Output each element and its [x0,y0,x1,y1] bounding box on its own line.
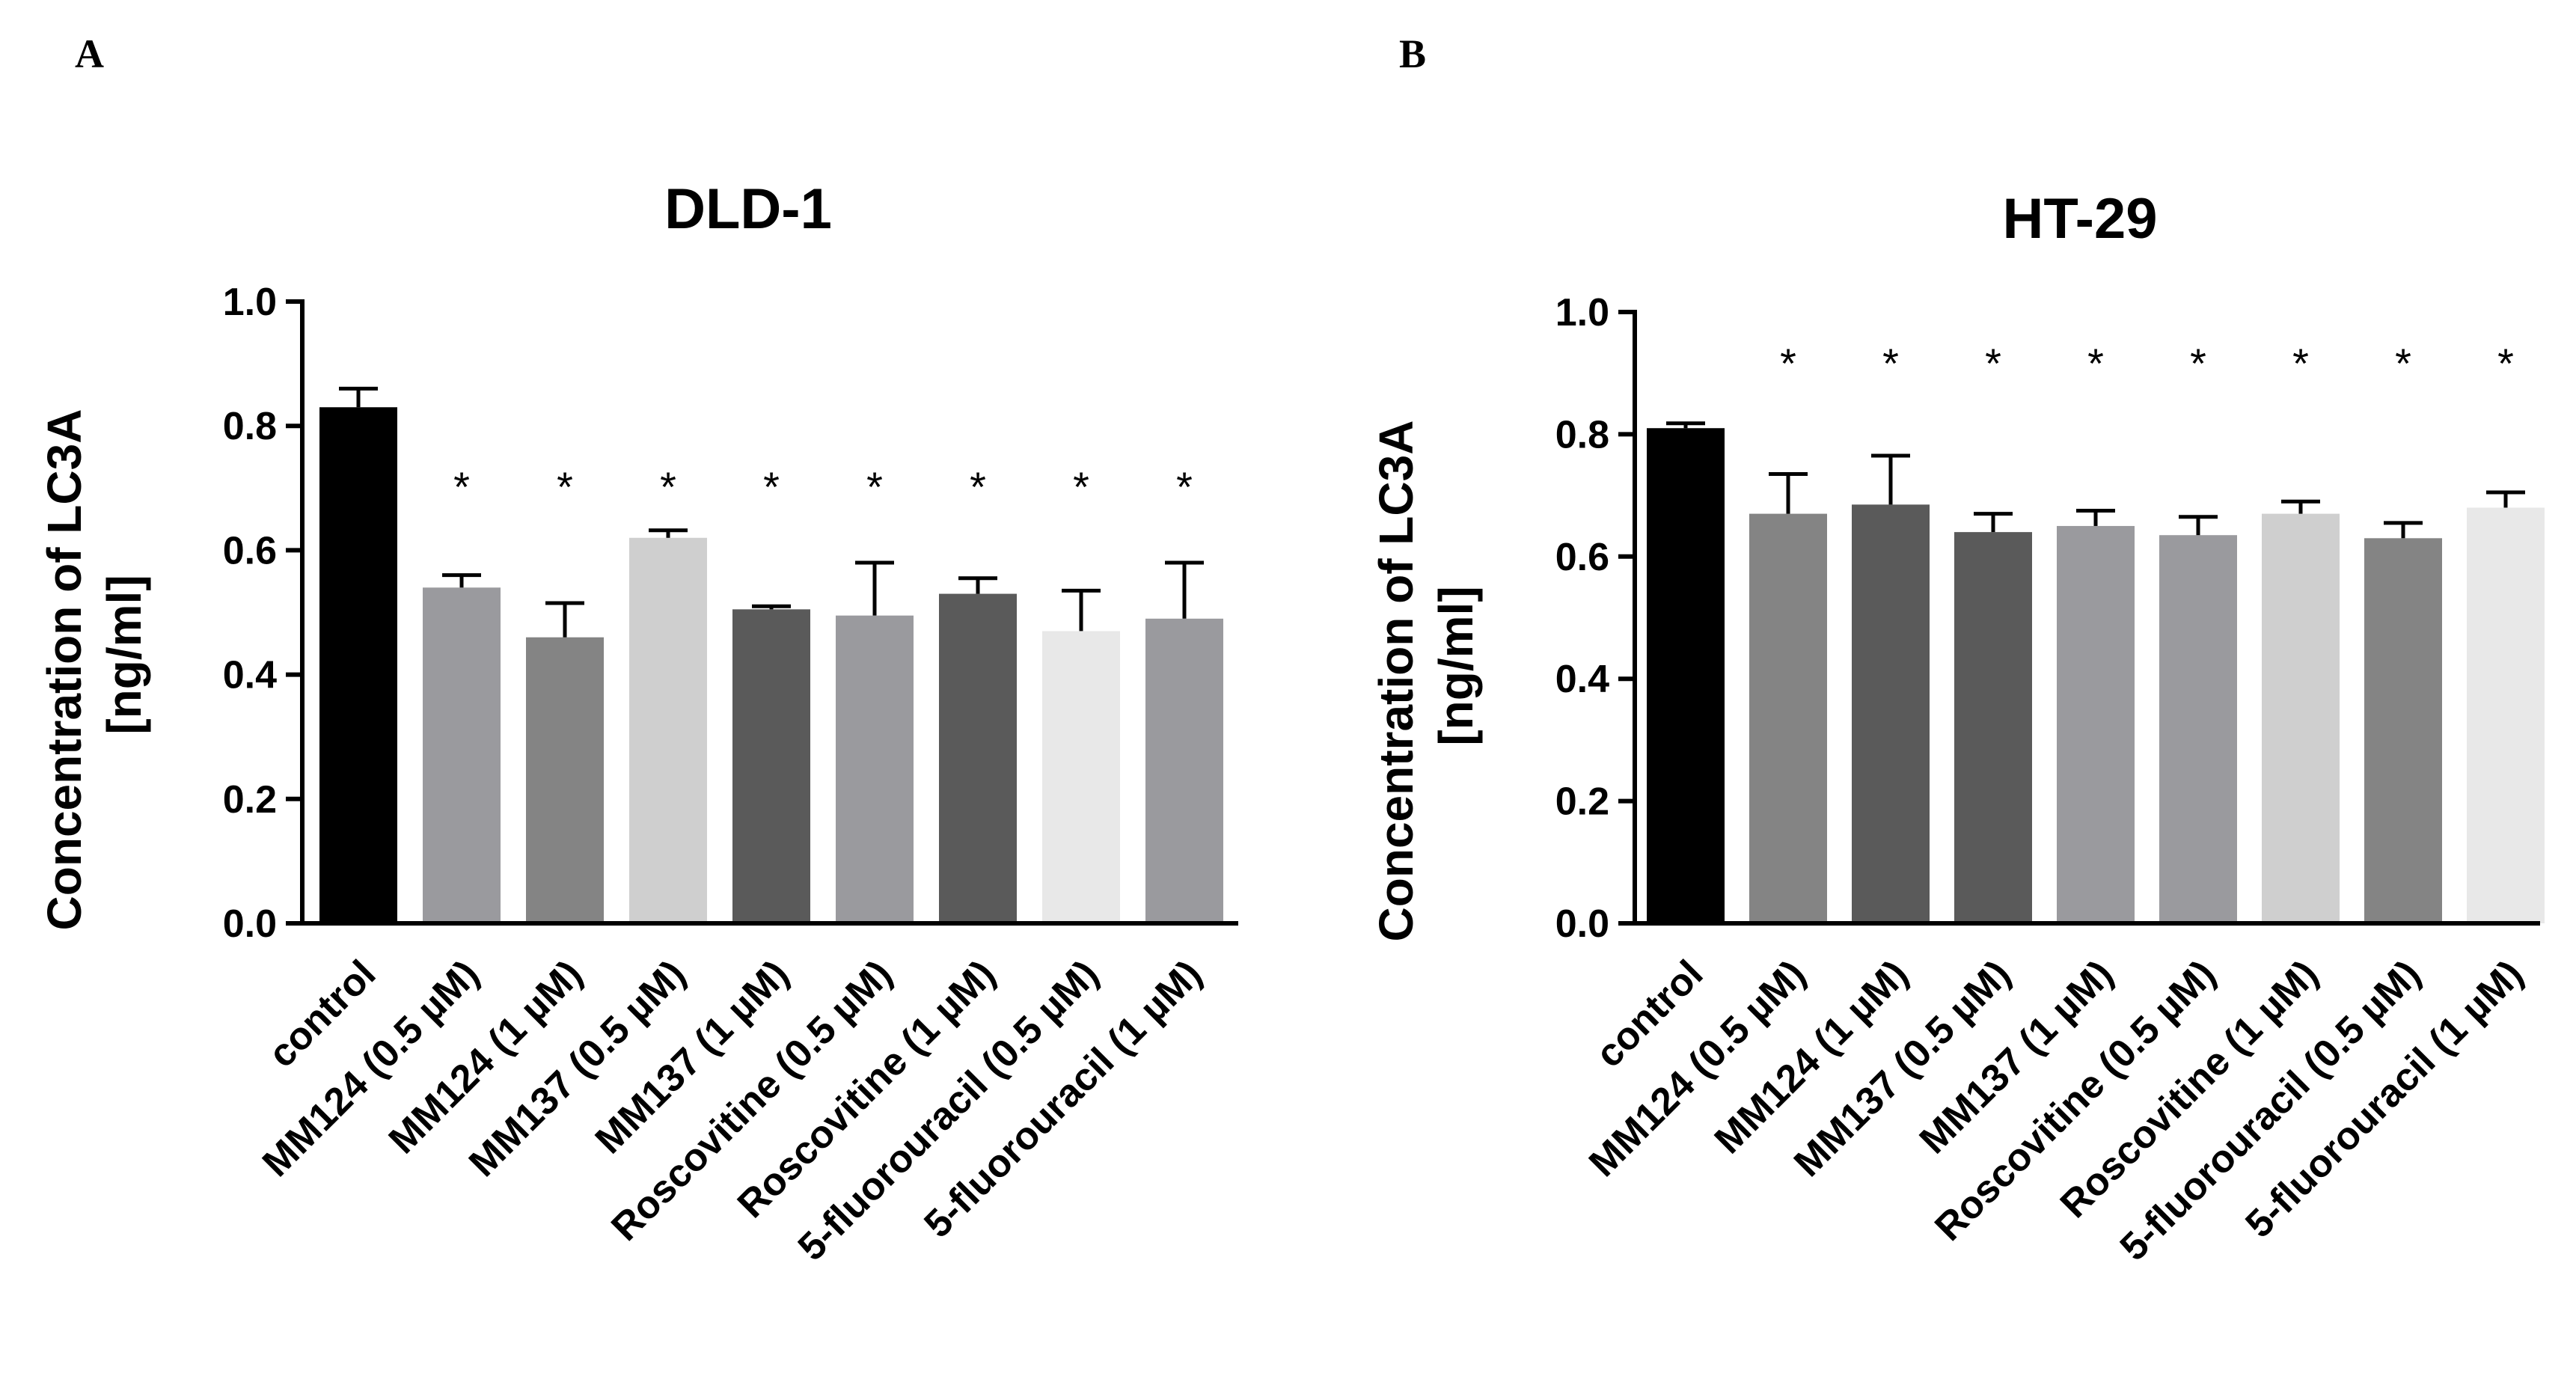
chart-panel-a: A DLD-1 Concentration of LC3A [ng/ml] 0.… [37,31,1238,1269]
error-bar [2281,499,2320,514]
y-axis-label-a-line1: Concentration of LC3A [37,409,91,931]
bar [1749,513,1827,923]
error-bar [1769,472,1808,514]
significance-marker: * [866,463,883,510]
error-bar [855,560,894,616]
y-tick-label: 0.4 [223,654,277,697]
error-bar [1666,421,1705,429]
y-tick-label: 0.8 [1555,413,1609,456]
y-tick-label: 0.2 [1555,780,1609,824]
significance-marker: * [1780,340,1796,387]
y-tick-label: 0.0 [1555,902,1609,946]
y-tick-label: 0.0 [223,902,277,946]
bar [2057,525,2135,923]
error-bar [2076,509,2115,526]
significance-marker: * [1176,463,1193,510]
error-bar [649,528,688,538]
error-bar [958,576,997,594]
chart-panel-b: B HT-29 Concentration of LC3A [ng/ml] 0.… [1369,31,2545,1269]
error-bars-b [1666,421,2525,539]
bar [1647,428,1725,923]
y-tick-label: 1.0 [1555,291,1609,334]
error-bar [1974,512,2013,533]
y-axis-label-a-line2: [ng/ml] [97,575,151,734]
y-axis-label-b-line2: [ng/ml] [1429,586,1483,745]
y-axis-label-b: Concentration of LC3A [ng/ml] [1369,421,1483,942]
bar [2159,535,2237,923]
error-bar [1165,560,1204,619]
bar [1852,504,1930,923]
significance-marker: * [763,463,780,510]
y-ticks-a: 0.0 0.2 0.4 0.6 0.8 1.0 [223,281,302,946]
error-bar [2179,515,2218,536]
significance-marker: * [2190,340,2206,387]
panel-letter-a: A [75,31,104,76]
y-tick-label: 1.0 [223,281,277,324]
significance-marker: * [970,463,986,510]
bar [2467,507,2545,923]
y-axis-label-b-line1: Concentration of LC3A [1369,421,1423,942]
chart-title-a: DLD-1 [664,177,832,241]
y-tick-label: 0.6 [1555,536,1609,579]
bar [526,637,604,923]
bar [423,587,501,923]
bars-a [319,407,1223,923]
significance-marker: * [453,463,470,510]
significance-markers-a: * * * * * * * * [453,463,1193,510]
y-tick-label: 0.4 [1555,658,1609,701]
error-bar [545,601,584,638]
significance-marker: * [2395,340,2411,387]
y-ticks-b: 0.0 0.2 0.4 0.6 0.8 1.0 [1555,291,1635,946]
bars-b [1647,428,2545,923]
significance-marker: * [2497,340,2514,387]
significance-marker: * [557,463,573,510]
bar [836,615,914,923]
bar [939,593,1017,923]
bar [1954,532,2032,923]
error-bar [442,573,481,588]
bar [2262,513,2340,923]
bar [319,407,397,923]
significance-marker: * [2087,340,2104,387]
significance-marker: * [1882,340,1899,387]
chart-title-b: HT-29 [2003,187,2158,251]
error-bar [1871,453,1910,505]
y-tick-label: 0.8 [223,405,277,448]
error-bar [752,604,791,610]
y-tick-label: 0.2 [223,778,277,822]
panel-letter-b: B [1399,31,1426,76]
significance-marker: * [1985,340,2001,387]
significance-marker: * [1073,463,1089,510]
bar [1042,631,1120,923]
bar [2364,538,2442,923]
significance-markers-b: * * * * * * * * [1780,340,2514,387]
error-bar [2384,521,2423,539]
error-bar [1062,588,1101,632]
y-axis-label-a: Concentration of LC3A [ng/ml] [37,409,151,931]
bar [732,609,810,923]
error-bar [2486,490,2525,508]
significance-marker: * [2292,340,2309,387]
significance-marker: * [660,463,676,510]
error-bars-a [339,386,1204,638]
y-tick-label: 0.6 [223,529,277,572]
bar [629,537,707,923]
error-bar [339,386,378,408]
bar [1145,618,1223,923]
